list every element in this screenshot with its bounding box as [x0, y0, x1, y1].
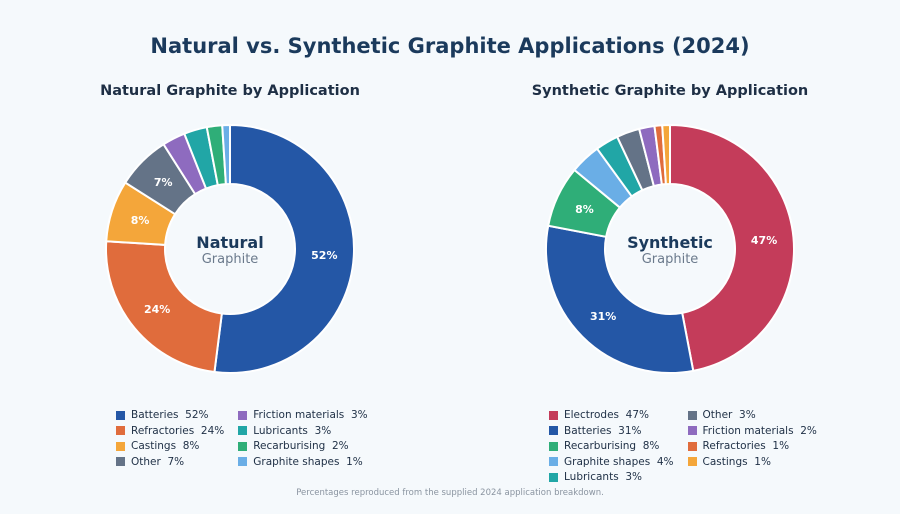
legend-label: Refractories 24%	[131, 424, 225, 437]
legend-label: Castings 8%	[131, 440, 200, 453]
legend-label: Batteries 31%	[564, 424, 642, 437]
legend-label: Lubricants 3%	[564, 471, 643, 484]
slice-electrodes	[669, 123, 795, 372]
slice-label-castings: 8%	[131, 214, 150, 227]
legend-label: Lubricants 3%	[253, 424, 332, 437]
legend-swatch	[549, 441, 558, 451]
legend-swatch	[116, 426, 125, 436]
center-sublabel: Graphite	[642, 252, 699, 267]
legend-item-graphite-shapes: Graphite shapes 1%	[238, 455, 367, 470]
natural-chart-title: Natural Graphite by Application	[100, 83, 360, 99]
legend-item-batteries: Batteries 31%	[549, 424, 674, 439]
legend-swatch	[238, 410, 248, 420]
legend-label: Batteries 52%	[131, 409, 209, 422]
slice-batteries	[545, 224, 695, 374]
legend-label: Electrodes 47%	[564, 409, 650, 422]
legend-swatch	[549, 410, 558, 420]
legend-item-graphite-shapes: Graphite shapes 4%	[549, 455, 674, 470]
legend-item-recarburising: Recarburising 2%	[238, 439, 367, 454]
slice-label-batteries: 52%	[311, 249, 337, 262]
slice-label-other: 7%	[154, 176, 173, 189]
legend-item-castings: Castings 1%	[687, 455, 817, 470]
legend-swatch	[687, 410, 697, 420]
synthetic-graphite-panel: Synthetic Graphite by Application 47% 31%…	[450, 0, 900, 514]
slice-label-recarburising: 8%	[575, 203, 594, 216]
legend-label: Castings 1%	[702, 455, 771, 468]
legend-swatch	[238, 441, 248, 451]
legend-item-friction-materials: Friction materials 3%	[238, 408, 368, 423]
synthetic-legend: Electrodes 47% Batteries 31% Recarburising…	[549, 408, 817, 485]
natural-legend: Batteries 52% Refractories 24% Castings 8%…	[116, 408, 368, 469]
slice-graphite-shapes	[221, 123, 231, 186]
legend-label: Recarburising 2%	[253, 440, 349, 453]
legend-swatch	[116, 457, 125, 467]
slice-label-electrodes: 47%	[751, 234, 777, 247]
legend-item-batteries: Batteries 52%	[116, 408, 224, 423]
legend-label: Other 3%	[702, 409, 756, 422]
legend-swatch	[238, 426, 248, 436]
slice-batteries	[213, 123, 355, 374]
footnote: Percentages reproduced from the supplied…	[296, 488, 604, 498]
legend-swatch	[238, 457, 248, 467]
legend-swatch	[549, 426, 558, 436]
legend-item-lubricants: Lubricants 3%	[238, 424, 367, 439]
center-label: Natural	[196, 233, 263, 252]
legend-label: Refractories 1%	[702, 440, 790, 453]
slice-label-batteries: 31%	[590, 310, 616, 323]
legend-swatch	[687, 441, 697, 451]
slice-castings	[661, 123, 671, 186]
legend-label: Friction materials 2%	[702, 424, 817, 437]
legend-item-other: Other 3%	[687, 408, 817, 423]
legend-item-electrodes: Electrodes 47%	[549, 408, 674, 423]
center-sublabel: Graphite	[202, 252, 259, 267]
legend-item-refractories: Refractories 24%	[116, 424, 224, 439]
legend-label: Recarburising 8%	[564, 440, 660, 453]
natural-graphite-panel: Natural Graphite by Application 52% 24% 8%…	[100, 83, 368, 469]
chart-main-title: Natural vs. Synthetic Graphite Applicati…	[150, 34, 750, 58]
legend-label: Graphite shapes 1%	[253, 455, 363, 468]
legend-swatch	[687, 457, 697, 467]
legend-item-recarburising: Recarburising 8%	[549, 439, 674, 454]
center-label: Synthetic	[627, 233, 713, 252]
legend-swatch	[549, 457, 558, 467]
synthetic-chart-title: Synthetic Graphite by Application	[531, 83, 809, 99]
legend-item-lubricants: Lubricants 3%	[549, 470, 674, 485]
slice-label-refractories: 24%	[144, 303, 170, 316]
legend-swatch	[116, 441, 125, 451]
legend-item-castings: Castings 8%	[116, 439, 224, 454]
legend-swatch	[549, 472, 558, 482]
legend-label: Other 7%	[131, 455, 185, 468]
legend-item-refractories: Refractories 1%	[687, 439, 817, 454]
legend-item-other: Other 7%	[116, 455, 224, 470]
legend-swatch	[116, 410, 125, 420]
slice-refractories	[105, 240, 223, 374]
legend-label: Graphite shapes 4%	[564, 455, 674, 468]
legend-label: Friction materials 3%	[253, 409, 368, 422]
legend-item-friction-materials: Friction materials 2%	[687, 424, 817, 439]
legend-swatch	[687, 426, 697, 436]
